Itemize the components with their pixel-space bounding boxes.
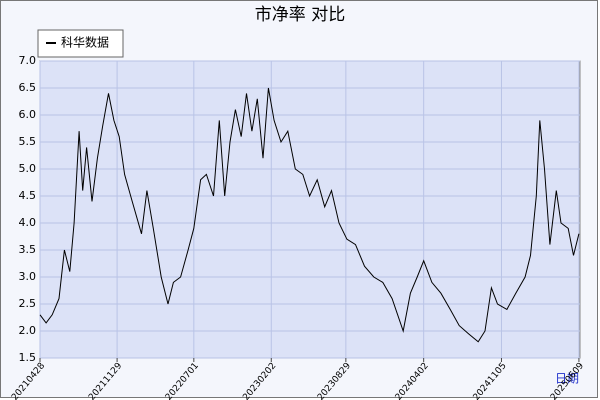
data-line <box>39 87 580 343</box>
chart-title: 市净率 对比 <box>255 5 345 25</box>
plot-area <box>39 60 581 359</box>
y-tick-label: 4.5 <box>19 189 37 202</box>
y-tick-label: 4.0 <box>19 216 37 229</box>
y-tick-label: 2.5 <box>19 297 37 310</box>
y-tick-label: 3.5 <box>19 243 37 256</box>
y-tick-label: 2.0 <box>19 324 37 337</box>
x-axis-label: 日期 <box>555 372 579 386</box>
y-tick-label: 5.0 <box>19 162 37 175</box>
y-tick-label: 6.0 <box>19 108 37 121</box>
y-tick-label: 5.5 <box>19 135 37 148</box>
legend-label: 科华数据 <box>61 35 109 50</box>
y-tick-label: 7.0 <box>19 54 37 67</box>
y-tick-label: 1.5 <box>19 351 37 364</box>
y-tick-label: 6.5 <box>19 81 37 94</box>
y-tick-label: 3.0 <box>19 270 37 283</box>
